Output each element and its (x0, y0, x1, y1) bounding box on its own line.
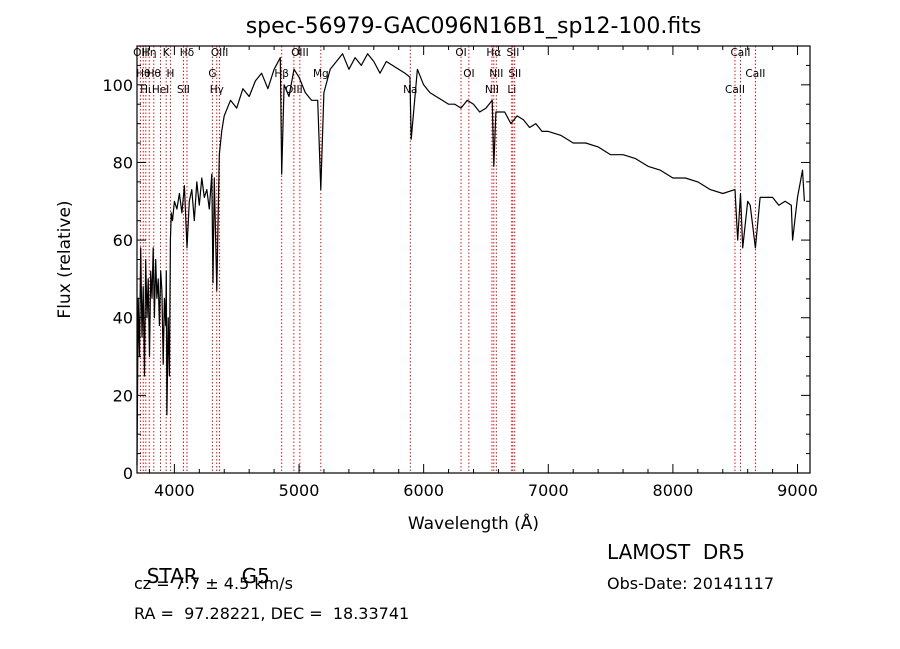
x-tick-label: 5000 (279, 481, 320, 500)
line-marker-label: Hη (142, 47, 157, 59)
observation-date: Obs-Date: 20141117 (607, 574, 775, 593)
line-marker-label: OIII (211, 47, 229, 59)
line-marker-label: Hβ (274, 68, 289, 80)
x-tick-label: 8000 (653, 481, 694, 500)
line-marker-label: Hθ (136, 68, 150, 80)
spectrum-line (136, 53, 805, 466)
line-marker-label: CaII (745, 68, 765, 80)
redshift-velocity: cz = 7.7 ± 4.5 km/s (134, 574, 293, 593)
chart-title: spec-56979-GAC096N16B1_sp12-100.fits (246, 14, 702, 39)
line-marker-label: NII (489, 68, 503, 80)
x-tick-label: 7000 (528, 481, 569, 500)
coordinates: RA = 97.28221, DEC = 18.33741 (134, 604, 410, 623)
line-marker-label: G (208, 68, 216, 80)
line-marker-label: OI (455, 47, 466, 59)
line-marker-label: CaII (730, 47, 750, 59)
line-marker-labels: OIIHθHιHηHθHeIKHSIIHδGHγOIIIHβOIIIOIIIMg… (133, 47, 765, 96)
y-tick-label: 80 (113, 153, 133, 172)
line-marker-label: CaII (725, 84, 745, 96)
line-marker-label: HeI (152, 84, 169, 96)
line-marker-label: SII (508, 68, 521, 80)
y-tick-label: 100 (102, 76, 133, 95)
x-tick-label: 6000 (403, 481, 444, 500)
line-marker-label: Hθ (147, 68, 161, 80)
x-axis: 4000 5000 6000 7000 8000 9000 (148, 46, 818, 500)
y-tick-label: 20 (113, 386, 133, 405)
line-marker-label: Hδ (180, 47, 194, 59)
x-axis-label: Wavelength (Å) (408, 512, 539, 534)
line-marker-label: H (166, 68, 174, 80)
line-marker-label: Mg (313, 68, 329, 80)
line-marker-label: Hα (486, 47, 501, 59)
line-marker-label: Li (507, 84, 516, 96)
y-tick-label: 60 (113, 231, 133, 250)
x-tick-label: 9000 (777, 481, 818, 500)
line-marker-label: Hι (140, 84, 152, 96)
y-axis: 0 20 40 60 80 100 (102, 64, 810, 483)
x-tick-label: 4000 (154, 481, 195, 500)
subclass-label: G5 (241, 564, 270, 588)
class-label: STAR (146, 564, 198, 588)
line-marker-label: K (163, 47, 171, 59)
line-markers (139, 46, 756, 473)
line-marker-label: OI (463, 68, 474, 80)
object-class: STAR G5 (134, 540, 270, 588)
line-marker-label: SII (177, 84, 190, 96)
line-marker-label: NII (485, 84, 499, 96)
y-tick-label: 0 (123, 464, 133, 483)
line-marker-label: Hγ (210, 84, 224, 96)
plot-frame (136, 45, 811, 474)
y-axis-label: Flux (relative) (55, 200, 75, 318)
line-marker-label: OIII (291, 47, 309, 59)
line-marker-label: SII (506, 47, 519, 59)
y-tick-label: 40 (113, 309, 133, 328)
survey-label: LAMOST DR5 (607, 540, 745, 564)
